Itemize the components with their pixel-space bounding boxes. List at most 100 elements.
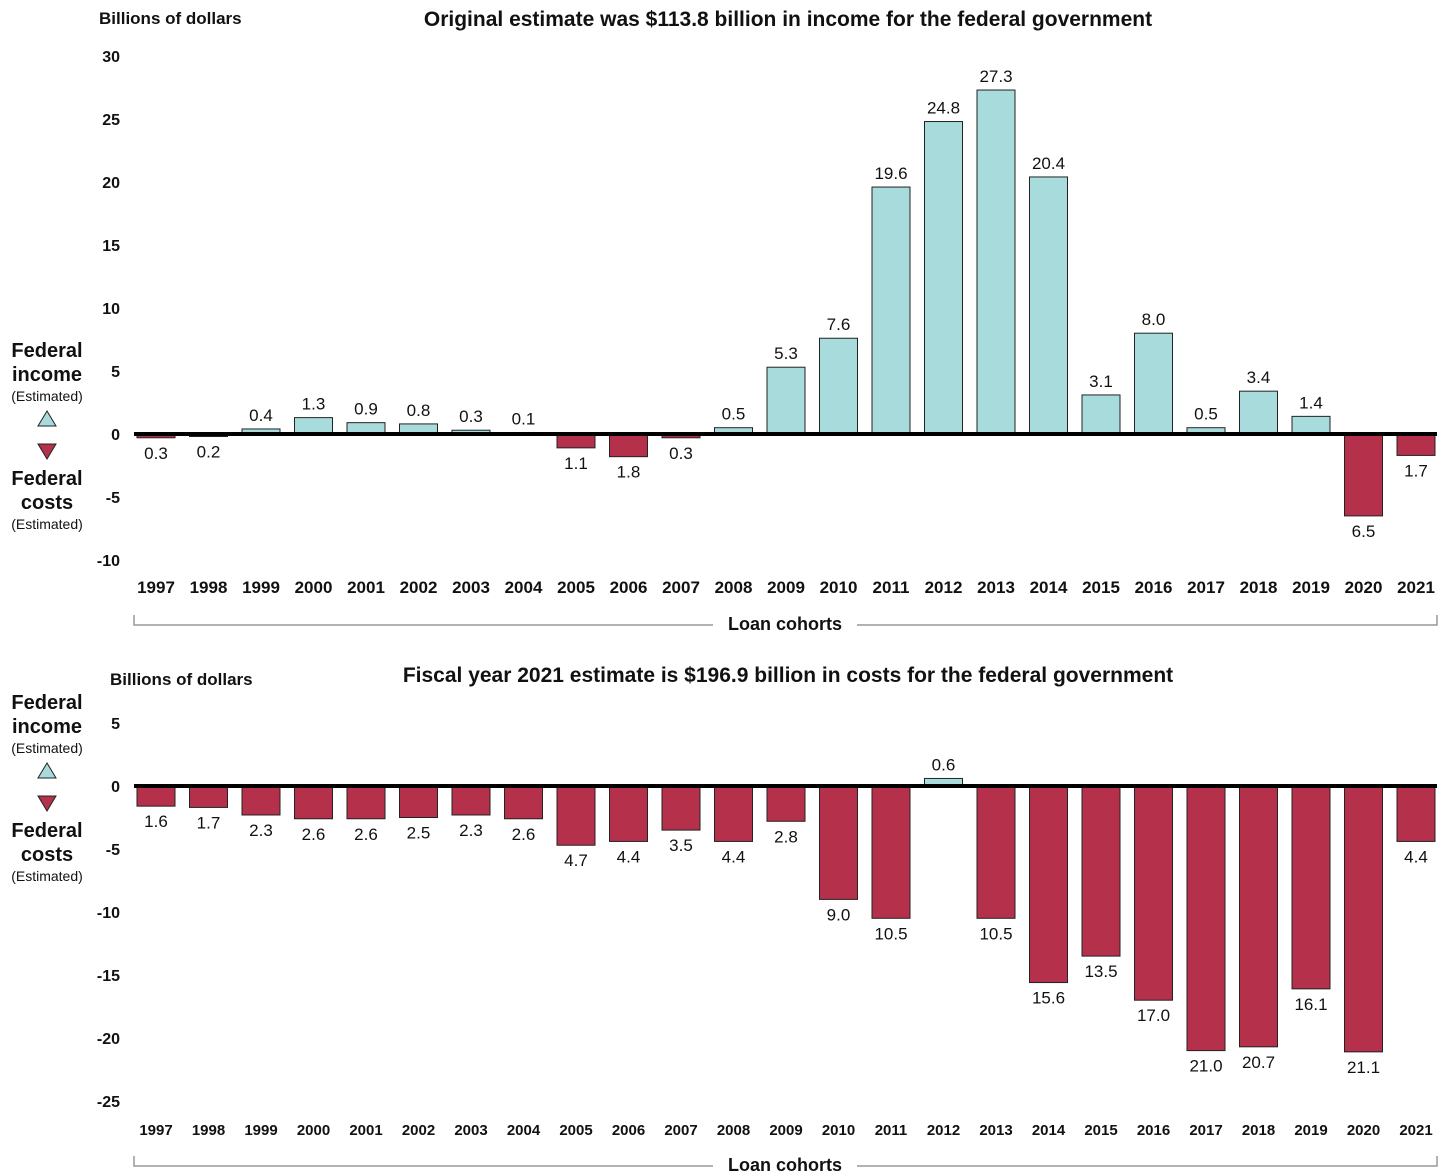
data-label: 10.5 [874, 924, 907, 943]
bar [346, 785, 386, 820]
chart2-x-axis-title: Loan cohorts [728, 1155, 842, 1175]
x-tick-label: 2017 [1189, 1122, 1222, 1139]
bar [241, 785, 281, 816]
x-tick-label: 1998 [192, 1122, 225, 1139]
x-tick-label: 2002 [400, 578, 438, 597]
data-label: 1.7 [1404, 461, 1428, 480]
x-tick-label: 2008 [717, 1122, 750, 1139]
y-tick-label: -25 [97, 1094, 120, 1111]
data-label: 0.8 [407, 401, 431, 420]
data-label: 2.8 [774, 827, 798, 846]
bar [976, 785, 1016, 919]
data-label: 2.6 [354, 825, 378, 844]
bar [609, 433, 648, 458]
x-tick-label: 2006 [610, 578, 648, 597]
x-tick-label: 2010 [820, 578, 858, 597]
x-tick-label: 2010 [822, 1122, 855, 1139]
bar [1134, 332, 1173, 435]
data-label: 4.4 [617, 847, 641, 866]
chart1-title: Original estimate was $113.8 billion in … [424, 8, 1152, 31]
data-label: 0.5 [722, 405, 746, 424]
data-label: 2.3 [249, 821, 273, 840]
x-axis-bracket-right [857, 1156, 1438, 1167]
y-tick-label: -15 [97, 968, 120, 985]
x-tick-label: 2009 [767, 578, 805, 597]
data-label: 20.4 [1032, 154, 1065, 173]
y-tick-label: -20 [97, 1031, 120, 1048]
side-legend-bottom: Federal income (Estimated) Federal costs… [11, 692, 83, 884]
bar [504, 785, 543, 820]
y-tick-label: 10 [102, 301, 120, 318]
data-label: 2.6 [302, 825, 326, 844]
bar [871, 186, 911, 435]
bar [609, 785, 648, 842]
y-tick-label: 5 [111, 716, 120, 733]
x-tick-label: 2020 [1345, 578, 1383, 597]
costs-label-line2: costs [21, 492, 73, 514]
bar [189, 785, 228, 808]
x-tick-label: 2013 [977, 578, 1015, 597]
chart1-unit-label: Billions of dollars [99, 9, 242, 28]
bar [714, 785, 753, 842]
y-tick-label: 5 [111, 364, 120, 381]
bar [1029, 785, 1068, 984]
bar [1134, 785, 1173, 1001]
bar [399, 785, 438, 818]
x-tick-label: 2011 [875, 1122, 908, 1139]
data-label: 1.4 [1299, 393, 1323, 412]
x-tick-label: 2017 [1187, 578, 1225, 597]
bar [1291, 415, 1331, 435]
x-tick-label: 2012 [925, 578, 963, 597]
x-tick-label: 2002 [402, 1122, 435, 1139]
data-label: 16.1 [1294, 995, 1327, 1014]
costs-label-line1: Federal [11, 820, 82, 842]
x-tick-label: 2013 [979, 1122, 1012, 1139]
bar [1344, 785, 1383, 1053]
x-tick-label: 2005 [559, 1122, 592, 1139]
data-label: 20.7 [1242, 1053, 1275, 1072]
bar [661, 785, 701, 831]
y-tick-label: -10 [97, 553, 120, 570]
data-label: 3.5 [669, 836, 693, 855]
y-tick-label: 0 [111, 427, 120, 444]
data-label: 5.3 [774, 344, 798, 363]
bar [136, 785, 176, 807]
x-tick-label: 2006 [612, 1122, 645, 1139]
data-label: 4.7 [564, 851, 588, 870]
bar [1239, 390, 1278, 435]
bar [1396, 433, 1436, 456]
data-label: 13.5 [1084, 962, 1117, 981]
data-label: 3.4 [1247, 368, 1271, 387]
data-label: 2.3 [459, 821, 483, 840]
costs-estimated-label: (Estimated) [11, 868, 83, 884]
data-label: 8.0 [1142, 310, 1166, 329]
data-label: 0.3 [669, 444, 693, 463]
x-tick-label: 2021 [1399, 1122, 1432, 1139]
data-label: 1.7 [197, 813, 221, 832]
bar [819, 785, 858, 900]
x-tick-label: 2001 [347, 578, 385, 597]
data-label: 24.8 [927, 99, 960, 118]
x-tick-label: 2003 [454, 1122, 487, 1139]
x-tick-label: 2019 [1292, 578, 1330, 597]
bar [1344, 433, 1383, 517]
x-tick-label: 1997 [137, 578, 175, 597]
up-triangle-icon [37, 410, 57, 427]
data-label: 17.0 [1137, 1006, 1170, 1025]
down-triangle-icon [37, 795, 57, 812]
plot-layer: 302520151050-5-100.319970.219980.419991.… [97, 49, 1438, 1167]
x-tick-label: 2019 [1294, 1122, 1327, 1139]
x-axis-bracket-left [133, 1156, 713, 1167]
up-triangle-icon [37, 762, 57, 779]
costs-label-line1: Federal [11, 468, 82, 490]
x-tick-label: 2015 [1084, 1122, 1117, 1139]
bar [1029, 176, 1068, 435]
x-tick-label: 2020 [1347, 1122, 1380, 1139]
x-tick-label: 2011 [873, 578, 910, 597]
bar [1081, 785, 1121, 957]
bar [924, 121, 963, 435]
y-tick-label: 25 [102, 112, 120, 129]
x-tick-label: 2021 [1397, 578, 1435, 597]
x-tick-label: 2004 [505, 578, 543, 597]
